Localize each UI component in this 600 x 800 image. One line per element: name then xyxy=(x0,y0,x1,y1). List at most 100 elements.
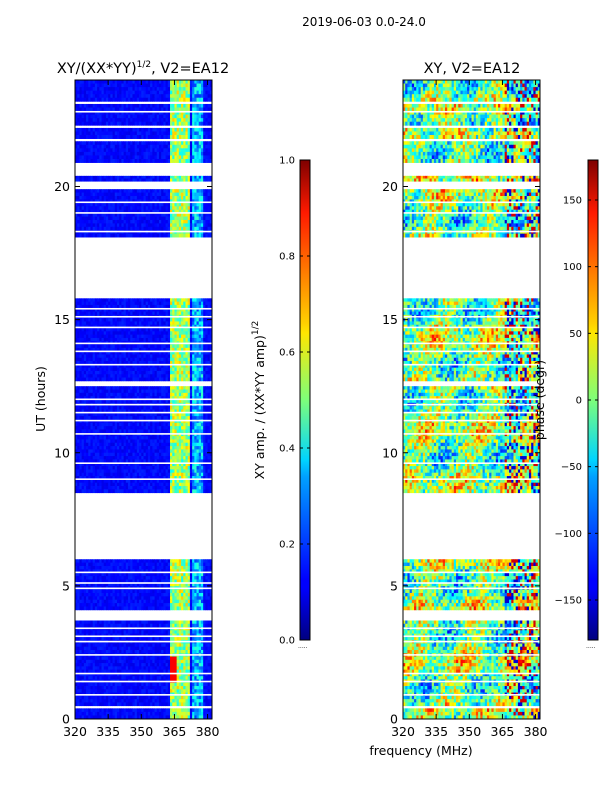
heatmap-cell xyxy=(130,643,133,648)
heatmap-cell xyxy=(181,646,184,651)
heatmap-cell xyxy=(183,406,186,410)
heatmap-cell xyxy=(185,699,189,703)
heatmap-cell xyxy=(83,606,87,611)
heatmap-cell xyxy=(176,599,180,604)
heatmap-cell xyxy=(86,646,89,651)
heatmap-cell xyxy=(147,708,151,713)
heatmap-cell xyxy=(185,429,189,434)
heatmap-cell xyxy=(141,416,144,420)
heatmap-cell xyxy=(125,466,129,470)
heatmap-cell xyxy=(189,304,193,309)
heatmap-cell xyxy=(108,582,111,587)
heatmap-cell xyxy=(132,482,136,487)
heatmap-cell xyxy=(194,649,197,654)
heatmap-cell xyxy=(189,663,193,667)
heatmap-cell xyxy=(136,392,140,397)
heatmap-cell xyxy=(165,446,169,450)
heatmap-cell xyxy=(187,572,191,577)
heatmap-cell xyxy=(207,702,211,707)
heatmap-cell xyxy=(119,589,122,594)
heatmap-cell xyxy=(200,386,204,390)
heatmap-cell xyxy=(192,392,195,397)
heatmap-cell xyxy=(94,569,98,574)
heatmap-cell xyxy=(176,409,180,414)
heatmap-cell xyxy=(170,472,173,477)
heatmap-cell xyxy=(198,596,202,601)
heatmap-cell xyxy=(194,406,197,410)
heatmap-cell xyxy=(92,659,96,664)
heatmap-cell xyxy=(75,386,78,390)
heatmap-cell xyxy=(108,579,111,584)
heatmap-cell xyxy=(130,672,133,677)
heatmap-cell xyxy=(128,708,131,713)
heatmap-cell xyxy=(165,486,169,490)
heatmap-cell xyxy=(141,636,144,641)
heatmap-cell xyxy=(181,579,184,584)
heatmap-cell xyxy=(75,409,78,414)
heatmap-cell xyxy=(203,633,206,638)
heatmap-cell xyxy=(170,633,173,638)
heatmap-cell xyxy=(114,676,118,680)
heatmap-cell xyxy=(130,569,133,574)
heatmap-cell xyxy=(207,708,211,713)
heatmap-cell xyxy=(143,389,147,394)
heatmap-cell xyxy=(119,409,122,414)
heatmap-cell xyxy=(178,566,182,570)
heatmap-cell xyxy=(178,715,182,720)
heatmap-cell xyxy=(114,666,118,671)
heatmap-cell xyxy=(192,304,195,309)
heatmap-cell xyxy=(174,462,178,467)
heatmap-cell xyxy=(139,579,142,584)
heatmap-cell xyxy=(203,442,206,447)
heatmap-cell xyxy=(194,656,197,661)
heatmap-cell xyxy=(132,301,136,306)
heatmap-cell xyxy=(163,672,166,677)
heatmap-cell xyxy=(90,559,94,564)
heatmap-cell xyxy=(192,439,195,444)
heatmap-cell xyxy=(198,399,202,404)
heatmap-cell xyxy=(170,392,173,397)
heatmap-cell xyxy=(132,416,136,420)
heatmap-cell xyxy=(94,656,98,661)
heatmap-cell xyxy=(141,562,144,567)
heatmap-cell xyxy=(178,392,182,397)
heatmap-cell xyxy=(170,412,173,417)
heatmap-cell xyxy=(116,708,120,713)
heatmap-cell xyxy=(205,472,208,477)
heatmap-cell xyxy=(209,389,213,394)
heatmap-cell xyxy=(112,298,116,303)
heatmap-cell xyxy=(130,589,133,594)
heatmap-cell xyxy=(203,466,206,470)
heatmap-cell xyxy=(200,466,204,470)
heatmap-cell xyxy=(154,643,158,648)
heatmap-cell xyxy=(108,489,111,494)
heatmap-cell xyxy=(81,301,85,306)
heatmap-cell xyxy=(192,649,195,654)
heatmap-cell xyxy=(152,596,155,601)
heatmap-cell xyxy=(152,646,155,651)
heatmap-cell xyxy=(94,646,98,651)
heatmap-cell xyxy=(145,582,149,587)
heatmap-cell xyxy=(174,426,178,430)
heatmap-cell xyxy=(174,646,178,651)
heatmap-cell xyxy=(132,711,136,716)
heatmap-cell xyxy=(192,582,195,587)
heatmap-cell xyxy=(119,439,122,444)
heatmap-cell xyxy=(141,699,144,703)
heatmap-cell xyxy=(132,606,136,611)
heatmap-cell xyxy=(90,442,94,447)
heatmap-cell xyxy=(90,656,94,661)
heatmap-cell xyxy=(145,416,149,420)
heatmap-cell xyxy=(86,711,89,716)
heatmap-cell xyxy=(86,426,89,430)
heatmap-cell xyxy=(205,386,208,390)
heatmap-cell xyxy=(205,479,208,484)
heatmap-cell xyxy=(165,686,169,690)
heatmap-cell xyxy=(174,466,178,470)
heatmap-cell xyxy=(194,663,197,667)
heatmap-cell xyxy=(207,422,211,427)
heatmap-cell xyxy=(116,596,120,601)
heatmap-cell xyxy=(130,669,133,674)
heatmap-cell xyxy=(143,436,147,440)
heatmap-cell xyxy=(88,426,91,430)
